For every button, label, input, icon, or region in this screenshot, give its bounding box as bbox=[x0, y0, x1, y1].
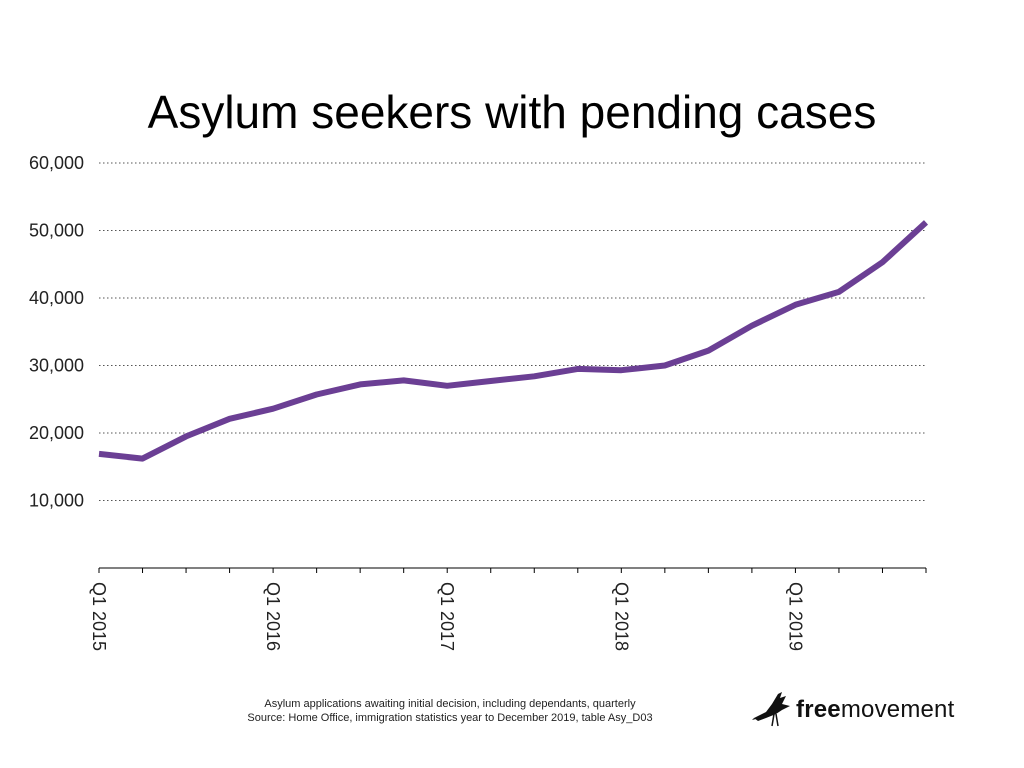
series-layer bbox=[98, 220, 929, 462]
brand-logo: freemovement bbox=[752, 688, 982, 732]
x-tick-label: Q1 2019 bbox=[785, 582, 805, 651]
y-tick-label: 60,000 bbox=[29, 153, 84, 173]
y-axis-tick-labels: 60,000 50,000 40,000 30,000 20,000 10,000 bbox=[29, 153, 84, 511]
y-tick-label: 10,000 bbox=[29, 491, 84, 511]
brand-name-regular: movement bbox=[840, 696, 955, 723]
x-axis-tick-marks bbox=[98, 568, 927, 573]
x-tick-label: Q1 2017 bbox=[437, 582, 457, 651]
crane-bird-icon bbox=[752, 692, 790, 727]
y-tick-label: 50,000 bbox=[29, 221, 84, 241]
chart-title: Asylum seekers with pending cases bbox=[147, 86, 877, 138]
x-tick-label: Q1 2016 bbox=[263, 582, 283, 651]
series-line bbox=[98, 220, 929, 462]
y-tick-label: 30,000 bbox=[29, 356, 84, 376]
x-tick-label: Q1 2015 bbox=[89, 582, 109, 651]
y-tick-label: 20,000 bbox=[29, 423, 84, 443]
grid-lines bbox=[99, 162, 926, 501]
source-note-line-2: Source: Home Office, immigration statist… bbox=[247, 712, 653, 724]
source-note-line-1: Asylum applications awaiting initial dec… bbox=[264, 698, 636, 710]
brand-name-bold: free bbox=[796, 696, 841, 723]
x-tick-label: Q1 2018 bbox=[611, 582, 631, 651]
brand-name: freemovement bbox=[796, 696, 954, 724]
x-axis-tick-labels: Q1 2015 Q1 2016 Q1 2017 Q1 2018 Q1 2019 bbox=[89, 582, 805, 651]
source-note: Asylum applications awaiting initial dec… bbox=[220, 697, 680, 725]
y-tick-label: 40,000 bbox=[29, 288, 84, 308]
